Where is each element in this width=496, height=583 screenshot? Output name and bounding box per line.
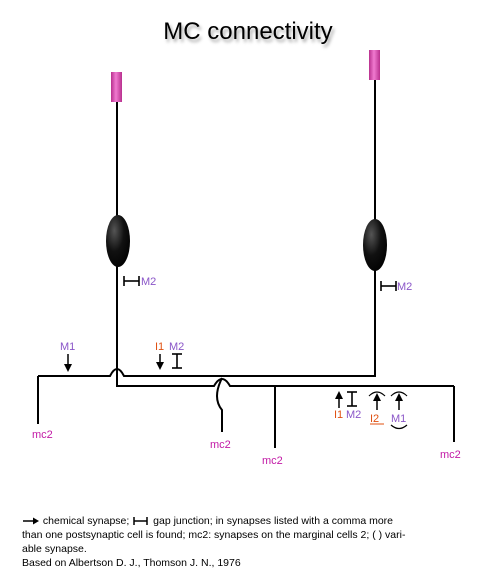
label-m1-left: M1 [60, 341, 75, 353]
right-soma-gap-junction-icon [380, 281, 397, 291]
legend-gap-junction-text: gap junction; in synapses listed with a … [153, 515, 394, 527]
label-m2-bottom: M2 [346, 409, 361, 421]
label-mc2-b: mc2 [210, 439, 231, 451]
legend-line-4: Based on Albertson D. J., Thomson J. N.,… [22, 557, 241, 569]
label-i1-bottom: I1 [334, 409, 343, 421]
m2-top-gap-junction-icon [172, 353, 182, 369]
i2-variable-synapse-icon [368, 391, 386, 410]
legend-line-3: able synapse. [22, 543, 87, 555]
chemical-synapse-arrow-icon [23, 517, 39, 525]
i1-top-arrow-icon [156, 354, 164, 370]
label-i2-bottom: I2 [370, 413, 379, 425]
upper-process [38, 368, 376, 377]
diagram-title: MC connectivity [163, 18, 333, 45]
legend-chemical-text: chemical synapse; [42, 515, 130, 527]
label-m2-right-soma: M2 [397, 281, 412, 293]
right-soma [363, 219, 387, 271]
label-m2-top: M2 [169, 341, 184, 353]
left-soma [106, 215, 130, 267]
label-mc2-c: mc2 [262, 455, 283, 467]
m1-variable-synapse-icon [390, 391, 408, 410]
m1-bracket-bottom [390, 424, 408, 430]
m1-left-arrow-icon [64, 354, 72, 372]
legend: chemical synapse; gap junction; in synap… [22, 514, 487, 570]
label-i1-top: I1 [155, 341, 164, 353]
label-m1-bottom: M1 [391, 413, 406, 425]
branch-mc2-b [216, 377, 223, 432]
gap-junction-icon [133, 517, 148, 526]
label-mc2-a: mc2 [32, 429, 53, 441]
legend-line-2: than one postsynaptic cell is found; mc2… [22, 529, 406, 541]
m2-bottom-gap-junction-icon [347, 391, 357, 407]
left-soma-gap-junction-icon [123, 276, 140, 286]
right-terminal [369, 50, 380, 80]
legend-line-1: chemical synapse; gap junction; in synap… [22, 514, 487, 528]
label-m2-left-soma: M2 [141, 276, 156, 288]
i1-bottom-arrow-icon [335, 391, 343, 408]
left-terminal [111, 72, 122, 102]
label-mc2-d: mc2 [440, 449, 461, 461]
